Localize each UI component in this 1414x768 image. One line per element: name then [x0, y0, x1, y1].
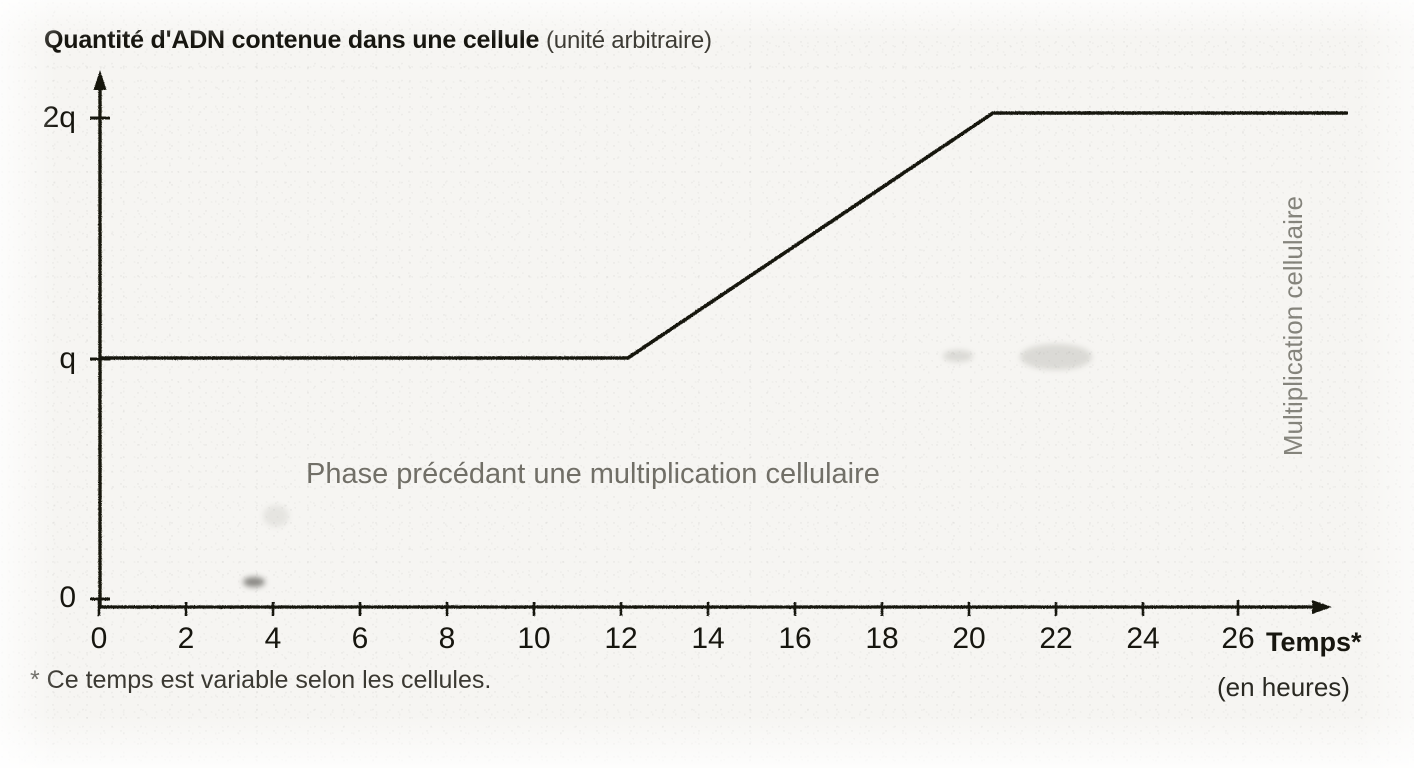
x-tick-label-22: 22 — [1039, 622, 1073, 655]
x-tick-label-26: 26 — [1221, 622, 1255, 655]
y-tick-label-2q: 2q — [42, 101, 76, 134]
x-tick-label-0: 0 — [90, 622, 108, 655]
x-tick-label-14: 14 — [691, 622, 725, 655]
x-tick-label-20: 20 — [952, 622, 986, 655]
y-tick-label-0: 0 — [59, 581, 76, 614]
x-tick-label-24: 24 — [1126, 622, 1160, 655]
x-tick-label-12: 12 — [604, 622, 638, 655]
phase-annotation: Phase précédant une multiplication cellu… — [306, 458, 880, 490]
x-tick-label-8: 8 — [438, 622, 456, 655]
x-tick-label-18: 18 — [865, 622, 899, 655]
x-tick-label-4: 4 — [264, 622, 282, 655]
footnote-text: * Ce temps est variable selon les cellul… — [30, 666, 492, 694]
x-axis-unit: (en heures) — [1217, 672, 1350, 702]
x-tick-label-6: 6 — [351, 622, 369, 655]
y-tick-label-q: q — [59, 342, 76, 375]
x-tick-label-16: 16 — [778, 622, 812, 655]
y-axis — [90, 70, 110, 607]
x-axis — [97, 600, 1332, 616]
x-tick-label-10: 10 — [517, 622, 551, 655]
dna-quantity-curve — [101, 111, 1348, 360]
x-axis-title: Temps* — [1266, 627, 1362, 657]
x-tick-label-2: 2 — [177, 622, 195, 655]
multiplication-annotation: Multiplication cellulaire — [1278, 196, 1308, 457]
